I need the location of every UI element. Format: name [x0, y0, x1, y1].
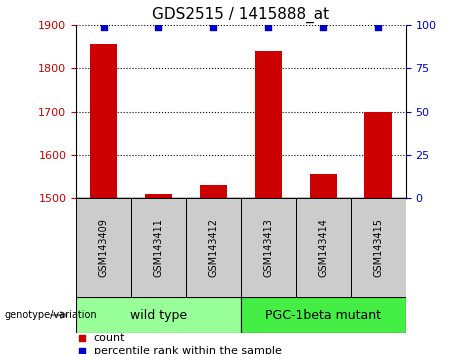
Text: GSM143415: GSM143415: [373, 218, 383, 277]
Point: [210, 24, 217, 29]
Point: [319, 24, 327, 29]
Text: GSM143414: GSM143414: [318, 218, 328, 277]
Point: [100, 24, 107, 29]
Text: wild type: wild type: [130, 309, 187, 321]
Text: percentile rank within the sample: percentile rank within the sample: [94, 346, 282, 354]
Text: count: count: [94, 333, 125, 343]
Bar: [296, 198, 351, 297]
Text: GSM143411: GSM143411: [154, 218, 164, 277]
Text: GSM143409: GSM143409: [99, 218, 108, 277]
Point: [78, 335, 86, 341]
Point: [78, 348, 86, 354]
Text: GSM143412: GSM143412: [208, 218, 219, 277]
Bar: [90, 44, 117, 198]
Bar: [76, 297, 241, 333]
Bar: [351, 198, 406, 297]
Bar: [241, 297, 406, 333]
Bar: [145, 194, 172, 198]
Bar: [76, 198, 131, 297]
Bar: [309, 175, 337, 198]
Text: genotype/variation: genotype/variation: [5, 310, 97, 320]
Text: PGC-1beta mutant: PGC-1beta mutant: [265, 309, 381, 321]
Title: GDS2515 / 1415888_at: GDS2515 / 1415888_at: [152, 7, 330, 23]
Bar: [254, 51, 282, 198]
Bar: [131, 198, 186, 297]
Bar: [186, 198, 241, 297]
Bar: [200, 185, 227, 198]
Bar: [365, 112, 392, 198]
Point: [155, 24, 162, 29]
Text: GSM143413: GSM143413: [263, 218, 273, 277]
Point: [374, 24, 382, 29]
Bar: [241, 198, 296, 297]
Point: [265, 24, 272, 29]
